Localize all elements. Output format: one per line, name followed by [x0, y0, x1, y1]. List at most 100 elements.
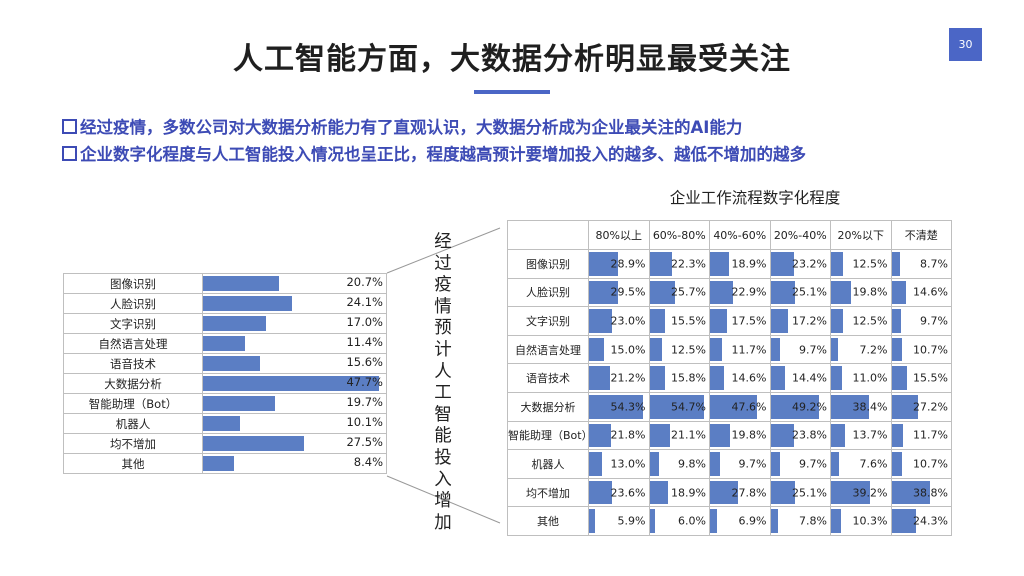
data-bar [770, 480, 796, 505]
bullet-text: 经过疫情，多数公司对大数据分析能力有了直观认识，大数据分析成为企业最关注的AI能… [80, 118, 743, 137]
data-bar [710, 309, 728, 333]
data-label: 13.7% [852, 428, 888, 442]
data-label: 29.5% [610, 285, 646, 299]
bar [203, 376, 379, 391]
data-bar [770, 337, 781, 362]
data-label: 25.1% [792, 285, 827, 299]
data-cell: 27.2% [890, 391, 952, 422]
bar [203, 316, 266, 331]
data-label: 38.4% [852, 400, 888, 414]
data-bar [770, 452, 781, 476]
table-row: 自然语言处理 11.4% [63, 333, 387, 354]
data-bar [831, 394, 870, 419]
data-cell: 29.5% [588, 277, 650, 308]
bar [203, 276, 280, 291]
vertical-label-char: 加 [434, 512, 452, 533]
data-cell: 21.1% [648, 420, 710, 451]
data-cell: 15.5% [648, 306, 710, 336]
table-row: 机器人 13.0% 9.8% 9.7% 9.7% 7.6% 10.7% [507, 449, 952, 479]
slide-title: 人工智能方面，大数据分析明显最受关注 [233, 42, 791, 77]
data-label: 11.0% [852, 371, 888, 385]
data-label: 49.2% [792, 400, 827, 414]
checkbox-icon [62, 146, 77, 161]
data-label: 21.2% [610, 371, 646, 385]
data-label: 9.7% [799, 343, 827, 357]
data-label: 12.5% [852, 257, 888, 271]
page-number-badge: 30 [949, 28, 982, 61]
data-cell: 13.7% [830, 420, 892, 451]
data-bar [649, 452, 660, 476]
table-row: 自然语言处理 15.0% 12.5% 11.7% 9.7% 7.2% 10.7% [507, 334, 952, 365]
header-corner [507, 220, 589, 250]
data-bar [649, 394, 704, 419]
bar-cell: 10.1% [202, 413, 387, 434]
data-label: 7.8% [799, 514, 827, 528]
data-label: 11.4% [346, 335, 383, 349]
table-row: 语音技术 21.2% 15.8% 14.6% 14.4% 11.0% 15.5% [507, 363, 952, 393]
data-label: 21.8% [610, 428, 646, 442]
data-label: 11.7% [731, 343, 767, 357]
data-label: 7.2% [859, 343, 888, 357]
bar-cell: 27.5% [202, 433, 387, 454]
category-label: 大数据分析 [63, 373, 203, 394]
bar-cell: 15.6% [202, 353, 387, 374]
data-label: 47.7% [346, 375, 383, 389]
data-label: 19.8% [731, 428, 767, 442]
data-bar [649, 252, 672, 276]
data-label: 39.2% [852, 486, 888, 500]
data-label: 15.6% [346, 355, 383, 369]
data-bar [891, 394, 919, 419]
data-label: 54.3% [610, 400, 646, 414]
data-bar [649, 280, 675, 305]
data-bar [891, 309, 902, 333]
data-label: 9.8% [678, 457, 706, 471]
data-label: 23.2% [792, 257, 827, 271]
vertical-label-char: 预 [434, 318, 452, 339]
bar [203, 296, 292, 311]
column-header: 不清楚 [890, 220, 952, 250]
data-bar [831, 480, 870, 505]
data-bar [589, 480, 613, 505]
data-bar [710, 509, 717, 533]
bar [203, 436, 305, 451]
data-cell: 11.7% [709, 334, 771, 365]
data-label: 23.6% [610, 486, 646, 500]
data-label: 17.2% [792, 314, 827, 328]
data-cell: 24.3% [890, 506, 952, 536]
data-cell: 6.0% [648, 506, 710, 536]
data-label: 47.6% [731, 400, 767, 414]
table-row: 文字识别 17.0% [63, 313, 387, 334]
column-header: 40%-60% [709, 220, 771, 250]
data-cell: 11.0% [830, 363, 892, 393]
data-label: 21.1% [671, 428, 706, 442]
data-cell: 25.7% [648, 277, 710, 308]
data-bar [589, 252, 618, 276]
data-bar [891, 337, 903, 362]
table-row: 人脸识别 29.5% 25.7% 22.9% 25.1% 19.8% 14.6% [507, 277, 952, 308]
vertical-label-char: 经 [434, 232, 452, 252]
data-cell: 8.7% [890, 249, 952, 279]
data-bar [831, 366, 842, 390]
digitalization-table: 80%以上 60%-80% 40%-60% 20%-40% 20%以下 不清楚 图像识别 28… [507, 220, 952, 536]
data-label: 17.0% [346, 315, 383, 329]
data-label: 7.6% [859, 457, 888, 471]
data-label: 27.8% [731, 486, 767, 500]
category-label: 其他 [507, 506, 589, 536]
bar [203, 336, 245, 351]
bar [203, 456, 234, 471]
data-cell: 23.8% [769, 420, 831, 451]
bar-cell: 11.4% [202, 333, 387, 354]
data-bar [831, 252, 844, 276]
data-bar [891, 252, 901, 276]
table-row: 图像识别 20.7% [63, 273, 387, 294]
bullet-list: 经过疫情，多数公司对大数据分析能力有了直观认识，大数据分析成为企业最关注的AI能… [62, 114, 806, 168]
data-bar [891, 280, 906, 305]
data-bar [649, 366, 666, 390]
bar [203, 416, 241, 431]
bullet-text: 企业数字化程度与人工智能投入情况也呈正比，程度越高预计要增加投入的越多、越低不增… [80, 145, 806, 164]
data-label: 24.1% [346, 295, 383, 309]
data-cell: 23.6% [588, 477, 650, 508]
bar-cell: 17.0% [202, 313, 387, 334]
vertical-label-char: 入 [434, 469, 452, 490]
data-cell: 21.8% [588, 420, 650, 451]
